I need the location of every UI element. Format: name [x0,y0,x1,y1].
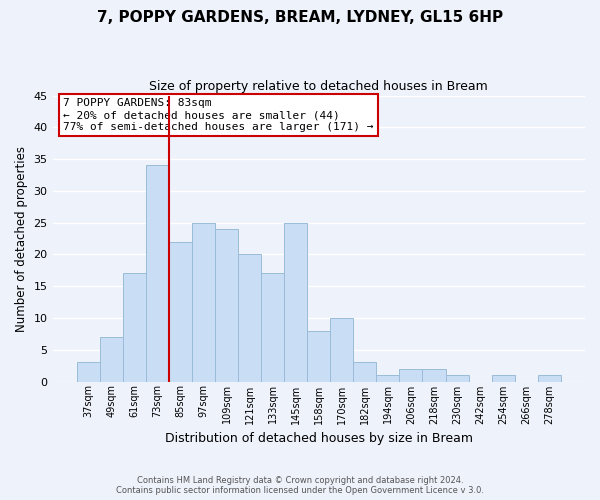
Bar [376,375,400,382]
Bar [307,330,330,382]
Text: 7 POPPY GARDENS: 83sqm
← 20% of detached houses are smaller (44)
77% of semi-det: 7 POPPY GARDENS: 83sqm ← 20% of detached… [63,98,374,132]
X-axis label: Distribution of detached houses by size in Bream: Distribution of detached houses by size … [165,432,473,445]
Text: 7, POPPY GARDENS, BREAM, LYDNEY, GL15 6HP: 7, POPPY GARDENS, BREAM, LYDNEY, GL15 6H… [97,10,503,25]
Bar [192,222,215,382]
Bar [353,362,376,382]
Bar [400,369,422,382]
Bar [330,318,353,382]
Bar [77,362,100,382]
Bar [238,254,261,382]
Bar [446,375,469,382]
Bar [100,337,123,382]
Bar [422,369,446,382]
Bar [169,242,192,382]
Bar [491,375,515,382]
Y-axis label: Number of detached properties: Number of detached properties [15,146,28,332]
Bar [215,229,238,382]
Bar [538,375,561,382]
Text: Contains HM Land Registry data © Crown copyright and database right 2024.
Contai: Contains HM Land Registry data © Crown c… [116,476,484,495]
Bar [261,274,284,382]
Title: Size of property relative to detached houses in Bream: Size of property relative to detached ho… [149,80,488,93]
Bar [146,166,169,382]
Bar [123,274,146,382]
Bar [284,222,307,382]
